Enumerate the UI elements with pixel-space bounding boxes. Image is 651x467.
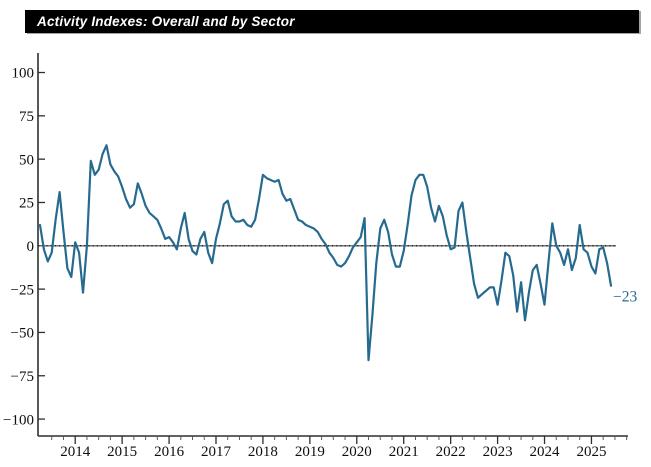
overall-index-series [38,144,613,362]
x-tick-label: 2018 [248,444,278,460]
y-tick-label: 75 [19,109,34,125]
y-tick-label: −100 [3,412,34,428]
y-tick-label: −50 [11,326,34,342]
y-tick-label: −75 [11,369,34,385]
y-tick-label: 50 [19,152,34,168]
y-tick-label: 25 [19,196,34,212]
chart-title: Activity Indexes: Overall and by Sector [37,14,295,29]
x-tick-label: 2014 [60,444,91,460]
x-tick-label: 2019 [295,444,325,460]
x-tick-label: 2015 [107,444,137,460]
last-value-label: −23 [613,289,637,306]
chart-title-bar: Activity Indexes: Overall and by Sector [25,10,639,33]
y-tick-label: 100 [12,66,35,82]
x-tick-label: 2023 [483,444,513,460]
x-tick-label: 2020 [342,444,372,460]
y-tick-label: −25 [11,282,34,298]
x-tick-label: 2024 [530,444,561,460]
y-tick-label: 0 [27,239,35,255]
x-tick-label: 2021 [389,444,419,460]
x-tick-label: 2016 [154,444,185,460]
x-tick-label: 2022 [436,444,466,460]
x-tick-label: 2025 [576,444,606,460]
x-tick-label: 2017 [201,444,232,460]
